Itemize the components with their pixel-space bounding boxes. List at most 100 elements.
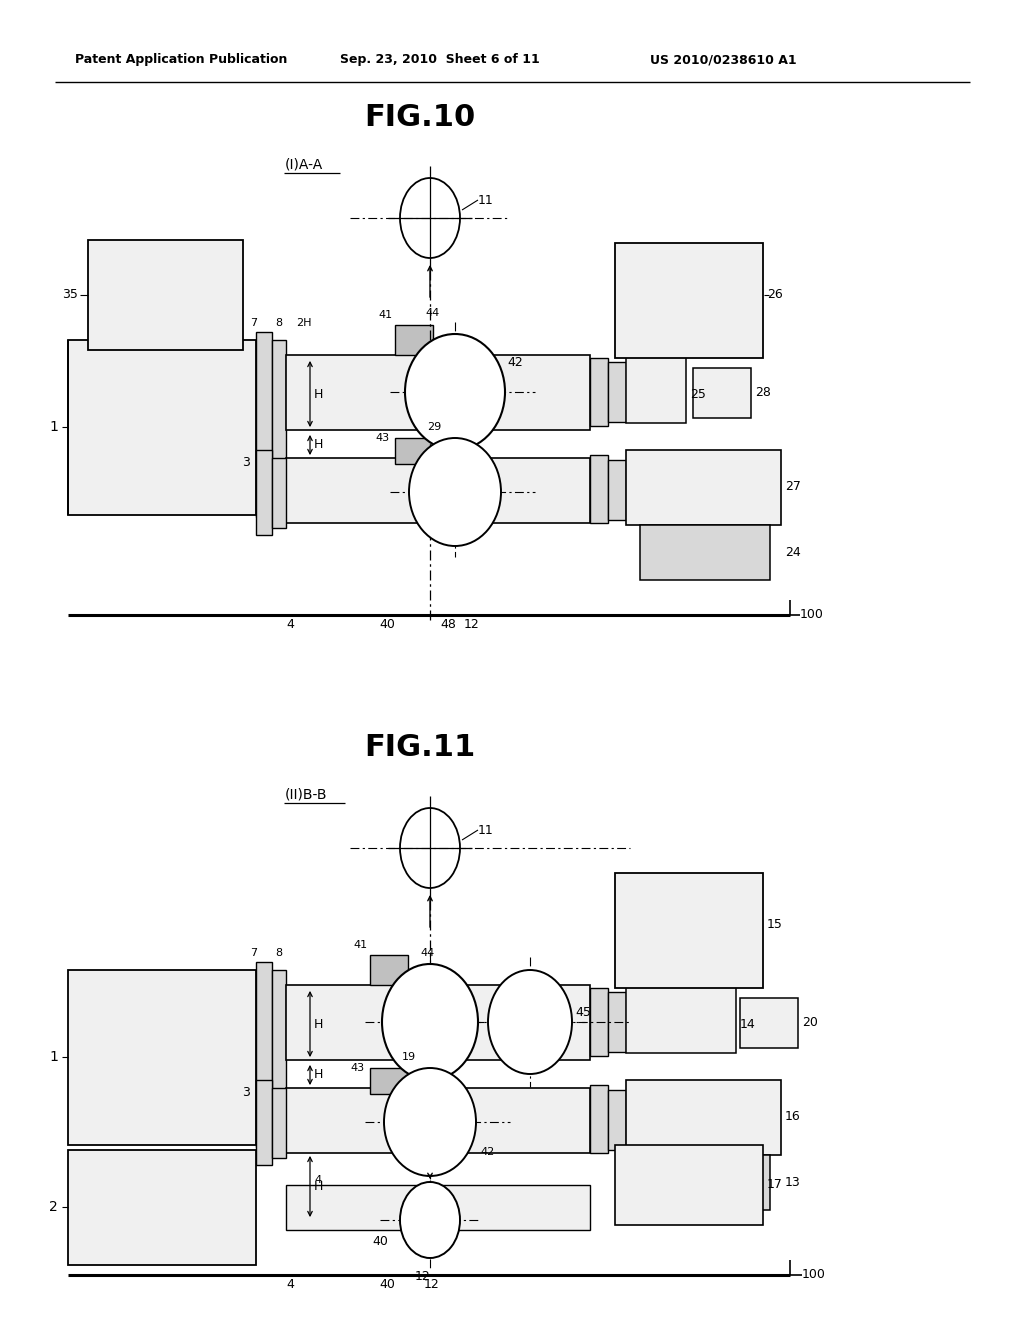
Bar <box>272 458 286 528</box>
Text: 1: 1 <box>49 420 58 434</box>
Text: 44: 44 <box>420 948 434 958</box>
Text: 15: 15 <box>767 919 783 932</box>
Text: 25: 25 <box>690 388 706 401</box>
Bar <box>608 1090 626 1150</box>
Text: 16: 16 <box>785 1110 801 1123</box>
Text: 11: 11 <box>478 194 494 206</box>
Text: (II)B-B: (II)B-B <box>285 788 328 803</box>
Bar <box>615 243 763 358</box>
Text: 1: 1 <box>49 1049 58 1064</box>
Bar <box>626 985 736 1053</box>
Text: FIG.11: FIG.11 <box>365 734 475 763</box>
Ellipse shape <box>400 178 460 257</box>
Text: 40: 40 <box>372 1236 388 1247</box>
Text: 40: 40 <box>379 618 395 631</box>
Bar <box>590 987 608 1056</box>
Text: 29: 29 <box>427 422 441 432</box>
Text: H: H <box>314 1180 324 1192</box>
Bar <box>272 970 286 1140</box>
Bar <box>88 240 243 350</box>
Text: 11: 11 <box>478 824 494 837</box>
Text: 43: 43 <box>351 1063 365 1073</box>
Bar <box>68 341 256 515</box>
Text: 3: 3 <box>242 1085 250 1098</box>
Text: 12: 12 <box>424 1278 440 1291</box>
Text: 24: 24 <box>785 545 801 558</box>
Bar <box>286 458 590 523</box>
Text: 8: 8 <box>275 948 283 958</box>
Ellipse shape <box>382 964 478 1080</box>
Text: 8: 8 <box>275 318 283 327</box>
Bar <box>272 1088 286 1158</box>
Text: 2H: 2H <box>296 318 311 327</box>
Bar <box>286 1185 590 1230</box>
Ellipse shape <box>406 334 505 450</box>
Ellipse shape <box>488 970 572 1074</box>
Bar <box>370 1068 408 1094</box>
Bar <box>626 1080 781 1155</box>
Text: 17: 17 <box>767 1179 783 1192</box>
Bar <box>256 962 272 1147</box>
Text: FIG.10: FIG.10 <box>365 103 475 132</box>
Bar <box>608 362 626 422</box>
Ellipse shape <box>400 808 460 888</box>
Text: Sep. 23, 2010  Sheet 6 of 11: Sep. 23, 2010 Sheet 6 of 11 <box>340 54 540 66</box>
Text: 14: 14 <box>740 1019 756 1031</box>
Text: H: H <box>314 438 324 451</box>
Bar <box>286 1088 590 1152</box>
Text: H: H <box>314 1018 324 1031</box>
Text: 27: 27 <box>785 480 801 494</box>
Text: 43: 43 <box>376 433 390 444</box>
Ellipse shape <box>409 438 501 546</box>
Text: 41: 41 <box>354 940 368 950</box>
Text: 2: 2 <box>49 1200 58 1214</box>
Text: Patent Application Publication: Patent Application Publication <box>75 54 288 66</box>
Text: 40: 40 <box>379 1278 395 1291</box>
Text: H: H <box>314 388 324 400</box>
Bar <box>370 954 408 985</box>
Text: 20: 20 <box>802 1016 818 1030</box>
Text: 26: 26 <box>767 289 782 301</box>
Ellipse shape <box>384 1068 476 1176</box>
Text: (I)A-A: (I)A-A <box>285 158 324 172</box>
Bar <box>256 450 272 535</box>
Bar <box>286 985 590 1060</box>
Text: 7: 7 <box>251 948 258 958</box>
Text: 42: 42 <box>480 1147 495 1158</box>
Bar <box>286 355 590 430</box>
Text: 4: 4 <box>314 1175 322 1185</box>
Text: 100: 100 <box>802 1269 826 1282</box>
Text: 44: 44 <box>425 308 439 318</box>
Bar <box>590 358 608 426</box>
Text: 45: 45 <box>575 1006 591 1019</box>
Text: 7: 7 <box>251 318 258 327</box>
Bar <box>640 1155 770 1210</box>
Text: 3: 3 <box>242 455 250 469</box>
Text: 48: 48 <box>440 618 456 631</box>
Bar <box>395 438 433 465</box>
Bar <box>590 1085 608 1152</box>
Bar <box>615 873 763 987</box>
Bar <box>68 1150 256 1265</box>
Bar <box>272 341 286 510</box>
Bar <box>626 355 686 422</box>
Bar <box>395 325 433 355</box>
Bar <box>740 998 798 1048</box>
Text: 35: 35 <box>62 289 78 301</box>
Bar <box>256 1080 272 1166</box>
Text: 4: 4 <box>286 1278 294 1291</box>
Text: 19: 19 <box>402 1052 416 1063</box>
Text: H: H <box>314 1068 324 1081</box>
Bar <box>640 525 770 579</box>
Bar <box>68 970 256 1144</box>
Text: US 2010/0238610 A1: US 2010/0238610 A1 <box>650 54 797 66</box>
Bar <box>590 455 608 523</box>
Bar <box>626 450 781 525</box>
Bar <box>693 368 751 418</box>
Text: 13: 13 <box>785 1176 801 1188</box>
Bar <box>608 459 626 520</box>
Text: 12: 12 <box>415 1270 431 1283</box>
Bar <box>608 993 626 1052</box>
Text: 42: 42 <box>507 355 522 368</box>
Text: 12: 12 <box>464 618 480 631</box>
